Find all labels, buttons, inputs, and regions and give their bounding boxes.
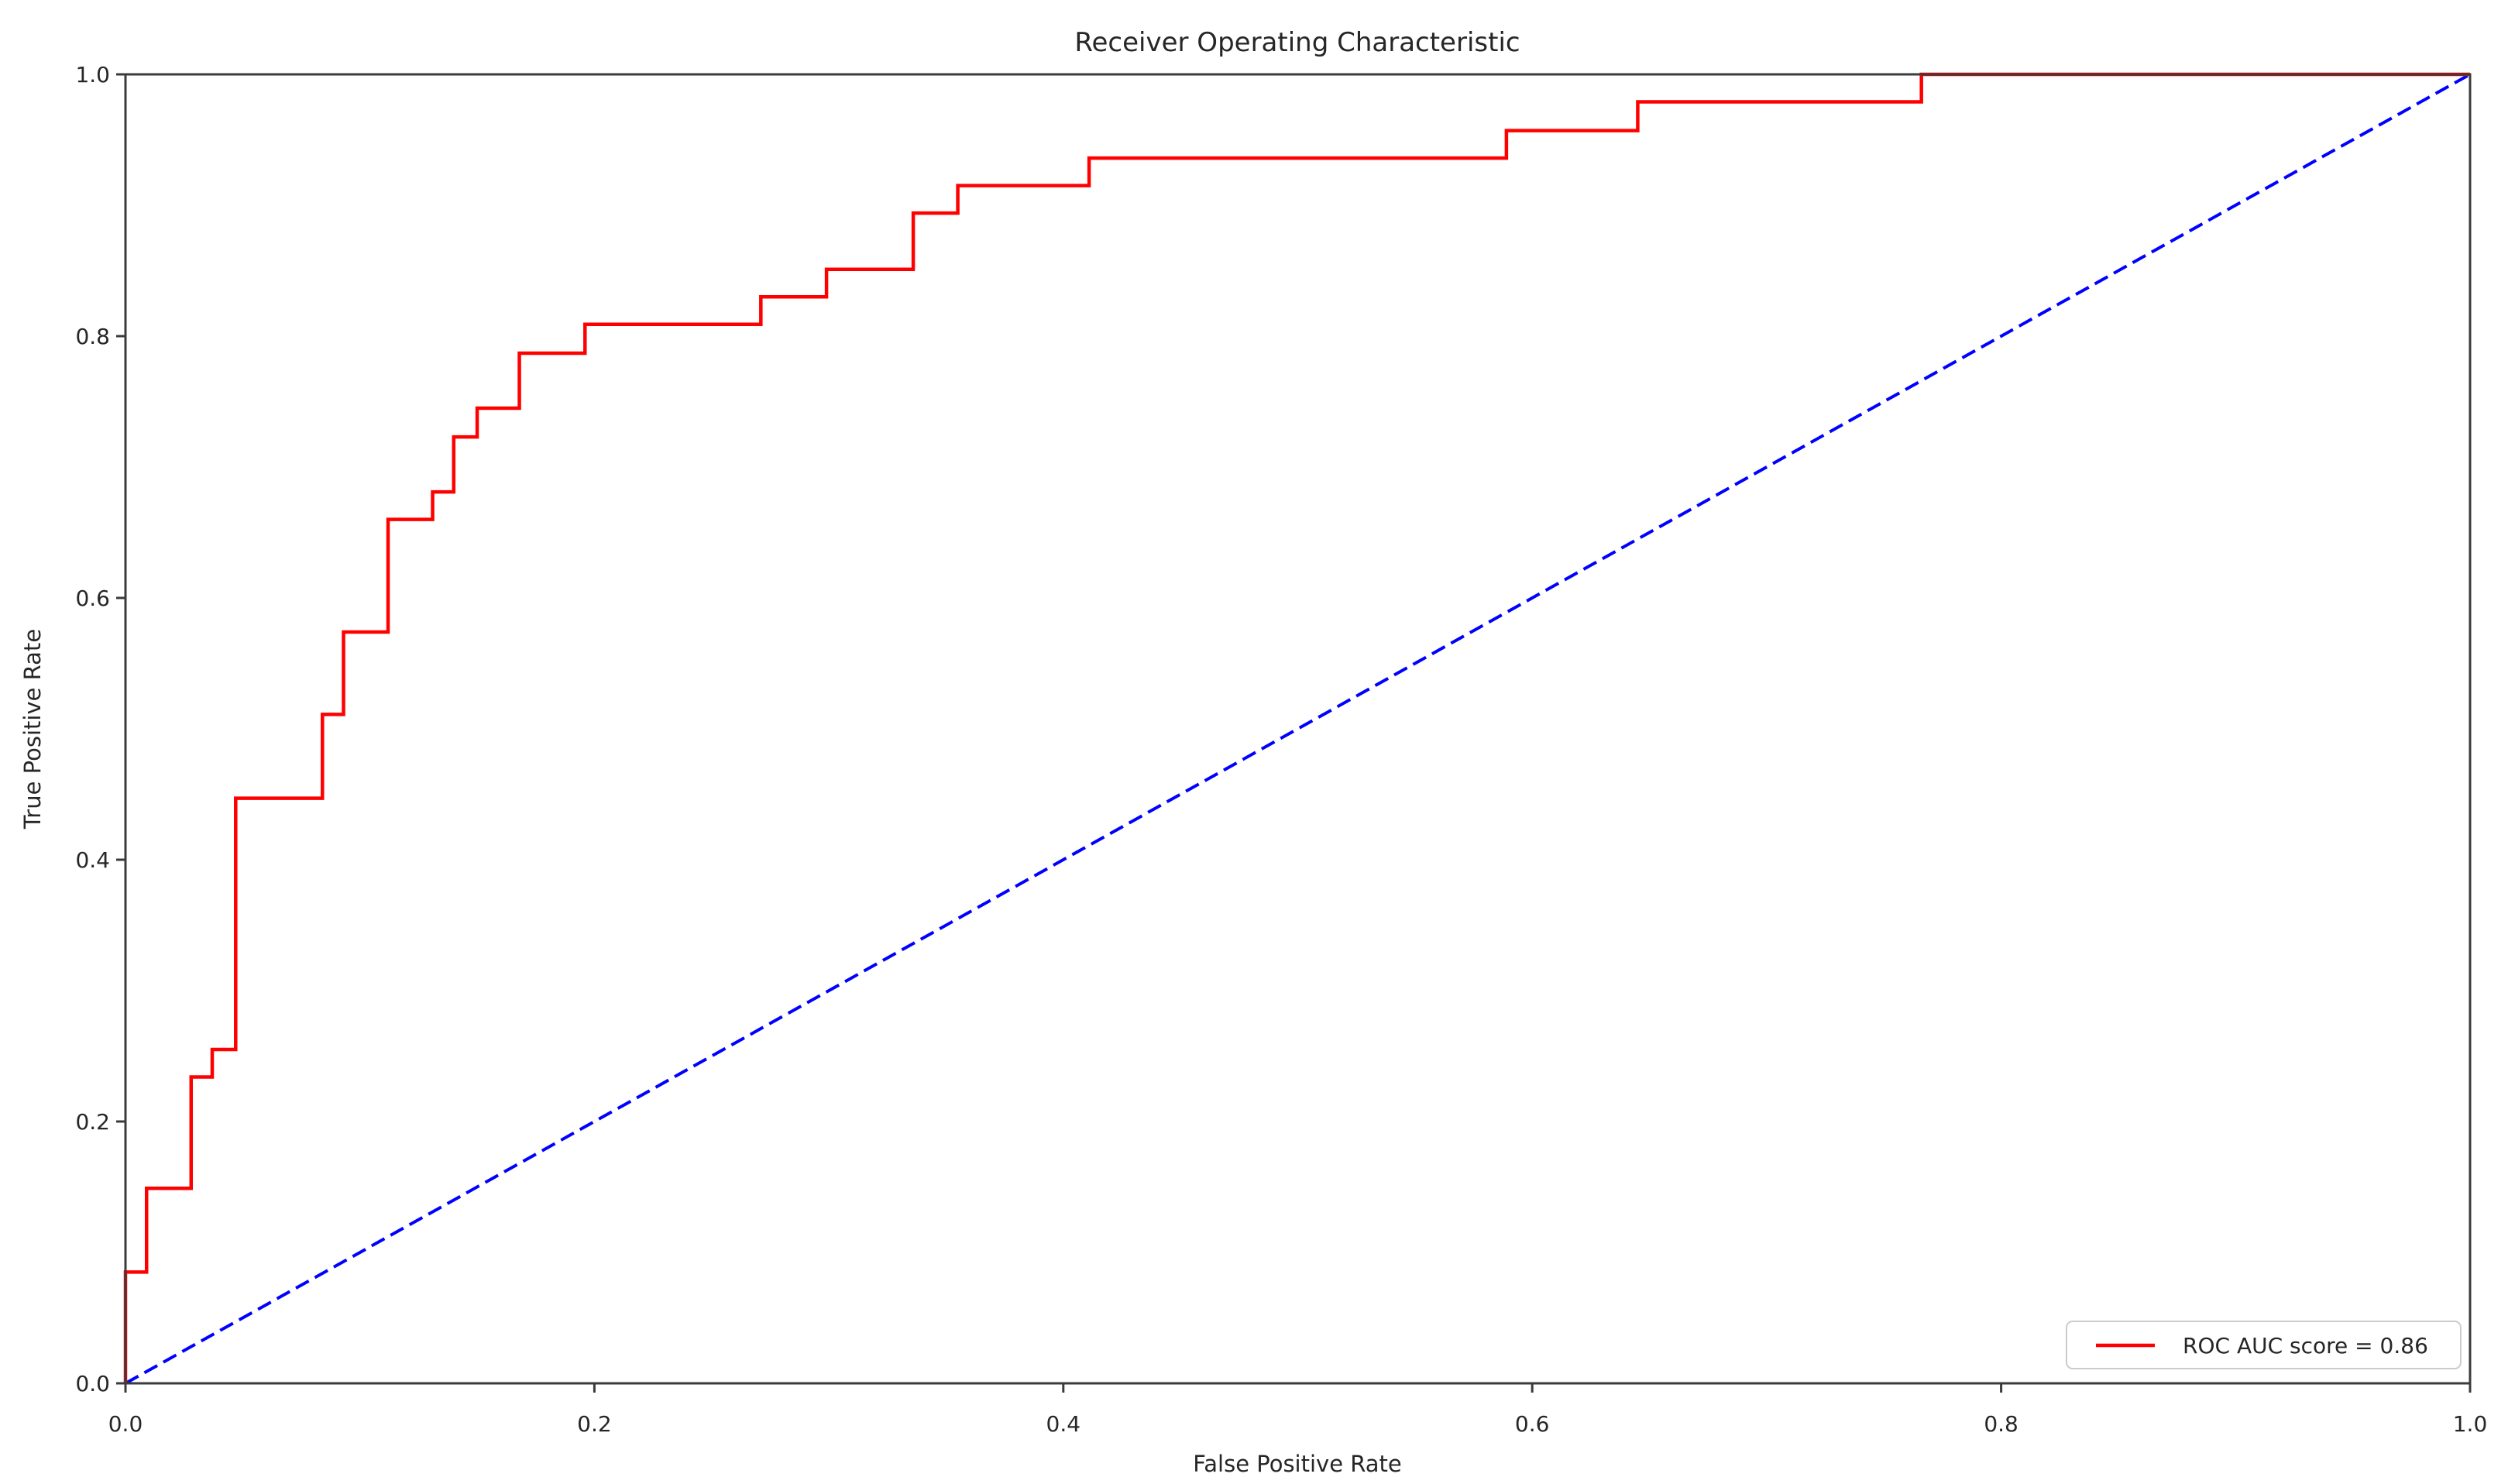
legend-label: ROC AUC score = 0.86 (2183, 1333, 2428, 1359)
y-axis-ticks: 0.0 0.2 0.4 0.6 0.8 1.0 (75, 62, 125, 1396)
y-tick-label: 1.0 (75, 62, 110, 88)
y-tick-label: 0.6 (75, 586, 110, 611)
x-axis-ticks: 0.0 0.2 0.4 0.6 0.8 1.0 (108, 1383, 2488, 1437)
roc-curve-line (123, 72, 2470, 1383)
x-tick-label: 0.6 (1515, 1411, 1550, 1437)
y-axis-label: True Positive Rate (19, 629, 46, 830)
chart-title: Receiver Operating Characteristic (1074, 27, 1520, 58)
x-axis-label: False Positive Rate (1193, 1451, 1402, 1477)
y-tick-label: 0.4 (75, 847, 110, 873)
x-tick-label: 0.0 (108, 1411, 143, 1437)
y-tick-label: 0.2 (75, 1109, 110, 1135)
axes-frame (124, 73, 2472, 1385)
legend-box (2066, 1321, 2462, 1369)
x-tick-label: 0.8 (1984, 1411, 2018, 1437)
x-tick-label: 0.4 (1046, 1411, 1081, 1437)
x-tick-label: 1.0 (2453, 1411, 2488, 1437)
legend: ROC AUC score = 0.86 (2066, 1321, 2462, 1369)
y-tick-label: 0.8 (75, 324, 110, 349)
y-tick-label: 0.0 (75, 1371, 110, 1396)
x-tick-label: 0.2 (577, 1411, 612, 1437)
chance-diagonal-line (125, 73, 2471, 1385)
